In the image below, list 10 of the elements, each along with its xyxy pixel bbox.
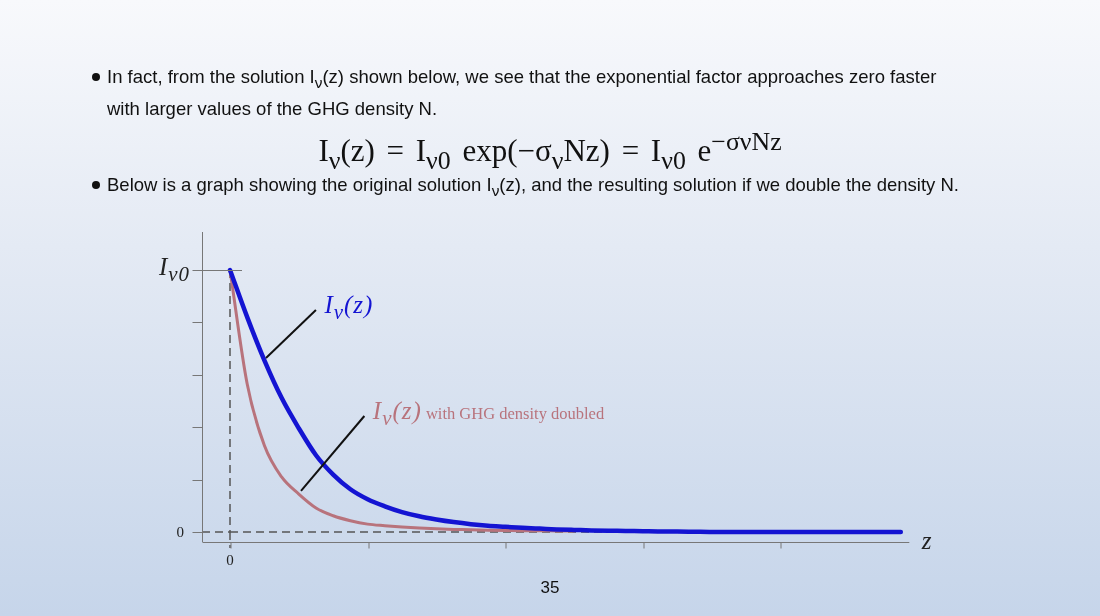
text: 35 — [539, 578, 561, 598]
text: 0 — [226, 552, 234, 568]
x-axis-title: z — [921, 526, 933, 555]
text: I$_{ν}$(z) = I$_{ν0}$ exp(−σ$_{ν}$Nz) = I$_{ν0}$ e$^{−σνNz}$ — [318, 127, 782, 175]
text: In fact, from the solution I$_{ν}$(z) shown below, we see that the exponential factor approaches zero faster with larger values of the GHG density N. — [107, 65, 938, 121]
text: I$_{ν}$(z) with GHG density doubled — [372, 397, 605, 430]
text: I$_{ν0}$ — [159, 253, 190, 287]
text: I$_{ν}$(z) — [324, 291, 374, 325]
text: 0 — [176, 523, 184, 540]
text: Below is a graph showing the original solution I$_{ν}$(z), and the resulting solution if we double the density N. — [107, 174, 960, 199]
